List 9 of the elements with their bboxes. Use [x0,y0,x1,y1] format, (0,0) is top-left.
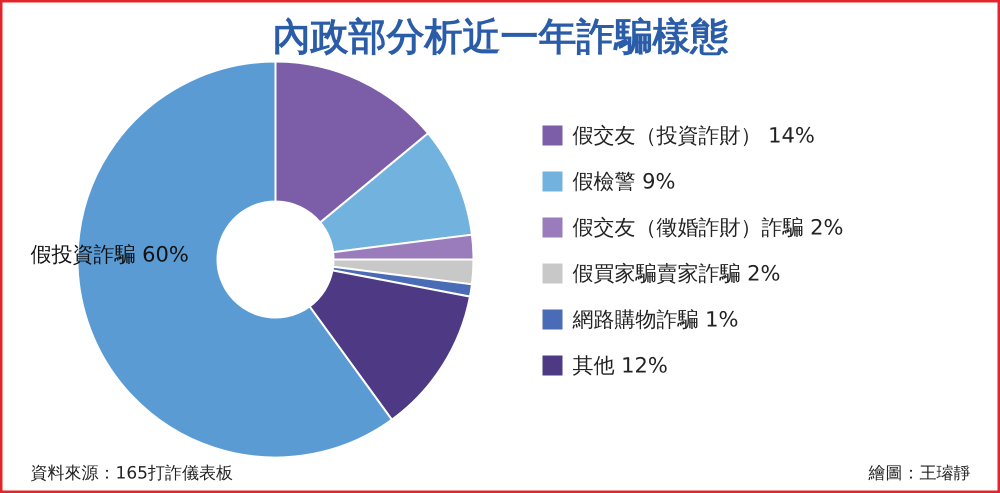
chart-title: 內政部分析近一年詐騙樣態 [272,14,728,58]
legend-label: 假檢警 9% [572,170,676,194]
legend-label: 假交友（徵婚詐財）詐騙 2% [572,216,844,240]
legend-label: 網路購物詐騙 1% [572,308,738,332]
legend-label: 其他 12% [572,354,668,378]
legend-label: 假買家騙賣家詐騙 2% [572,262,780,286]
text: 繪圖：王璿靜 [868,464,970,484]
legend-label: 假交友（投資詐財） 14% [572,124,815,148]
source-note: 資料來源：165打詐儀表板 [30,464,233,484]
